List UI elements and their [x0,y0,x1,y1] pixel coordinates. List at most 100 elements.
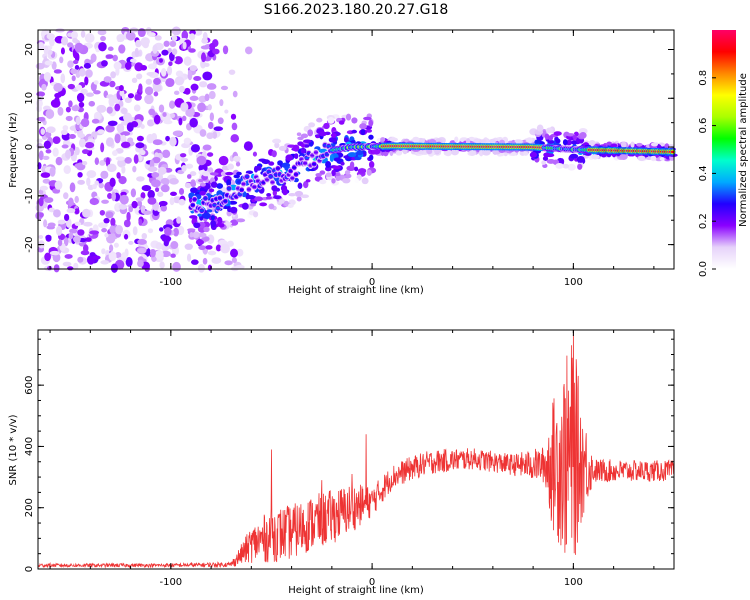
spectrogram-cell [541,160,546,165]
spectrogram-x-ticks: -100 0 100 [49,30,655,288]
spectrogram-cell [220,243,230,254]
spectrogram-cell [294,153,299,160]
figure-title: S166.2023.180.20.27.G18 [264,2,449,18]
spectrogram-y-ticks: -20 -10 0 10 20 [24,43,674,270]
spectrogram-cell [152,139,163,146]
spectrogram-cell [82,160,88,166]
colorbar-tick-label: 0.4 [698,165,709,181]
spectrogram-cell [105,137,114,147]
spectrogram-cell [158,227,164,232]
spectrogram-cell [138,218,143,226]
spectrogram-cell [555,138,561,144]
spectrogram-cell [118,176,127,185]
spectrogram-cell [577,163,583,170]
y-tick-label: 0 [24,566,35,572]
spectrogram-y-label: Frequency (Hz) [8,112,19,188]
spectrogram-cell [210,215,215,221]
spectrogram-cell [588,139,596,146]
spectrogram-cell [636,142,643,147]
spectrogram-cell [110,263,118,273]
spectrogram-cell [200,59,206,69]
spectrogram-cell [190,83,199,91]
spectrogram-cell [70,68,78,75]
spectrogram-cell [454,136,459,143]
spectrogram-cell [196,155,207,166]
spectrogram-cell [329,154,334,162]
spectrogram-cell [152,156,161,164]
spectrogram-cell [303,139,312,144]
spectrogram-cell [180,102,189,112]
spectrogram-cell [54,180,63,190]
spectrogram-cell [368,161,375,169]
spectrogram-cell [43,219,48,228]
spectrogram-cell [63,237,69,247]
spectrogram-cell [99,209,106,216]
spectrogram-cell [547,140,555,144]
spectrogram-cell [197,213,203,217]
spectrogram-cell [74,195,79,204]
spectrogram-cell [57,106,64,116]
spectrogram-cell [106,163,117,173]
spectrogram-cell [650,155,657,162]
spectrogram-cell [212,203,217,207]
spectrogram-cell [292,144,300,152]
spectrogram-cell [224,109,229,114]
spectrogram-cell [74,65,80,70]
spectrogram-cell [208,188,215,193]
spectrogram-cell [202,144,212,151]
spectrogram-cell [114,133,121,144]
spectrogram-cell [170,191,177,197]
spectrogram-cell [147,166,158,172]
spectrogram-cell [167,47,172,54]
spectrogram-cell [190,144,200,153]
spectrogram-cell [248,180,253,183]
spectrogram-cell [292,166,297,169]
spectrogram-cell [108,251,117,262]
spectrogram-cell [63,192,69,200]
spectrogram-cell [237,193,242,196]
spectrogram-cell [97,29,107,36]
spectrogram-cell [218,155,229,166]
spectrogram-cell [217,196,222,200]
spectrogram-cell [39,212,44,218]
spectrogram-cell [114,103,121,112]
spectrogram-cell [84,237,92,242]
spectrogram-cell [343,137,349,143]
spectrogram-cell [198,232,207,238]
spectrogram-cell [287,203,294,209]
spectrogram-cell [227,187,232,190]
spectrogram-cell [296,196,302,202]
spectrogram-cell [100,260,110,265]
spectrogram-cell [41,83,47,91]
spectrogram-cell [469,149,476,156]
spectrogram-cell [282,188,288,196]
spectrogram-cell [332,165,341,170]
spectrogram-cell [140,124,145,129]
spectrogram-cell [152,84,162,93]
spectrogram-cell [228,69,236,75]
spectrogram-cell [232,90,238,98]
y-tick-label: -20 [24,236,35,252]
spectrogram-cell [354,166,359,172]
spectrogram-cell [222,45,229,55]
spectrogram-cell [173,90,180,96]
spectrogram-cell [510,151,517,156]
spectrogram-cell [297,182,303,189]
spectrogram-cell [205,245,213,250]
spectrogram-cell [150,249,156,258]
spectrogram-cell [326,145,331,148]
spectrogram-cell [73,59,79,65]
colorbar-tick-label: 0.6 [698,118,709,134]
spectrogram-cell [239,188,244,192]
spectrogram-cell [133,154,139,164]
spectrogram-cell [252,151,258,157]
y-tick-label: 0 [24,144,35,150]
spectrogram-cell [313,151,318,154]
spectrogram-cell [395,150,401,156]
spectrogram-cell [178,198,186,206]
spectrogram-cell [547,135,554,141]
spectrogram-cell [67,60,74,68]
spectrogram-cell [270,181,275,184]
spectrogram-cell [216,216,223,224]
spectrogram-cell [268,175,273,178]
